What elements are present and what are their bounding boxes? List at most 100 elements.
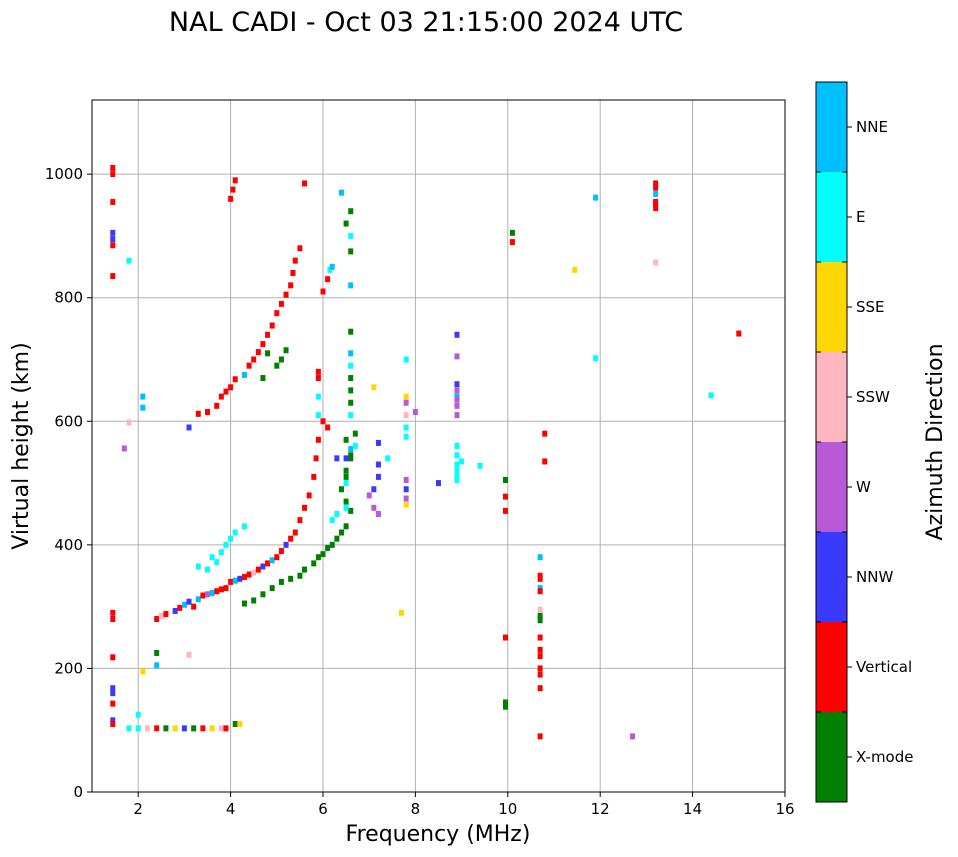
data-point	[315, 436, 321, 443]
data-point	[315, 393, 321, 400]
data-point	[334, 455, 340, 462]
data-point	[653, 259, 659, 266]
data-point	[218, 586, 224, 593]
data-point	[195, 563, 201, 570]
x-tick-label: 14	[683, 800, 702, 818]
data-point	[110, 721, 116, 728]
data-point	[288, 575, 294, 582]
data-point	[403, 486, 409, 493]
data-point	[214, 588, 220, 595]
data-point	[311, 560, 317, 567]
data-point	[537, 665, 543, 672]
data-point	[572, 266, 578, 273]
data-point	[537, 733, 543, 740]
data-point	[186, 424, 192, 431]
data-point	[708, 392, 714, 399]
data-point	[186, 598, 192, 605]
data-point	[403, 495, 409, 502]
data-point	[241, 600, 247, 607]
data-point	[348, 387, 354, 394]
data-point	[343, 504, 349, 511]
x-tick-label: 12	[591, 800, 610, 818]
data-point	[288, 282, 294, 289]
data-point	[154, 662, 160, 669]
data-point	[297, 245, 303, 252]
colorbar-segment	[816, 82, 847, 172]
data-point	[278, 300, 284, 307]
data-point	[237, 721, 243, 728]
data-point	[502, 493, 508, 500]
data-point	[454, 452, 460, 459]
data-point	[154, 649, 160, 656]
data-point	[274, 554, 280, 561]
data-point	[736, 330, 742, 337]
data-point	[302, 504, 308, 511]
data-point	[502, 507, 508, 514]
colorbar-segment	[816, 262, 847, 352]
colorbar-tick-label: W	[856, 478, 871, 496]
data-point	[320, 551, 326, 558]
data-point	[537, 685, 543, 692]
data-point	[371, 504, 377, 511]
data-point	[454, 393, 460, 400]
data-point	[348, 282, 354, 289]
x-tick-label: 10	[498, 800, 517, 818]
data-point	[343, 220, 349, 227]
data-point	[121, 445, 127, 452]
data-point	[325, 276, 331, 283]
data-point	[232, 376, 238, 383]
data-point	[454, 461, 460, 468]
data-point	[140, 404, 146, 411]
data-point	[403, 501, 409, 508]
data-point	[454, 402, 460, 409]
data-point	[454, 381, 460, 388]
data-point	[537, 634, 543, 641]
y-tick-label: 1000	[45, 165, 83, 183]
data-point	[311, 473, 317, 480]
data-point	[110, 273, 116, 280]
data-point	[110, 198, 116, 205]
data-point	[214, 402, 220, 409]
data-point	[537, 671, 543, 678]
data-point	[110, 164, 116, 171]
y-tick-label: 200	[54, 659, 83, 677]
data-point	[110, 616, 116, 622]
data-point	[241, 371, 247, 378]
data-point	[348, 452, 354, 459]
data-point	[403, 433, 409, 440]
data-point	[260, 341, 266, 348]
data-point	[232, 177, 238, 184]
data-point	[343, 455, 349, 462]
data-point	[205, 591, 210, 598]
data-point	[283, 291, 289, 298]
data-point	[218, 549, 224, 556]
data-points	[110, 164, 742, 740]
data-point	[653, 190, 659, 197]
data-point	[537, 585, 543, 592]
data-point	[241, 523, 247, 530]
data-point	[292, 529, 298, 536]
data-point	[110, 700, 116, 707]
data-point	[537, 554, 543, 561]
data-point	[454, 443, 460, 449]
data-point	[255, 566, 261, 573]
data-point	[135, 725, 141, 732]
data-point	[302, 566, 308, 573]
data-point	[214, 559, 220, 566]
x-tick-label: 8	[411, 800, 421, 818]
data-point	[315, 368, 321, 375]
data-point	[334, 510, 340, 517]
data-point	[232, 529, 238, 536]
data-point	[502, 476, 508, 483]
data-point	[228, 535, 234, 542]
data-point	[126, 257, 132, 264]
data-point	[334, 535, 340, 542]
data-point	[283, 541, 289, 548]
data-point	[537, 575, 543, 582]
data-point	[348, 350, 354, 357]
data-point	[158, 612, 164, 619]
data-point	[630, 733, 636, 740]
data-point	[302, 180, 308, 187]
data-point	[172, 607, 178, 614]
data-point	[436, 480, 441, 487]
